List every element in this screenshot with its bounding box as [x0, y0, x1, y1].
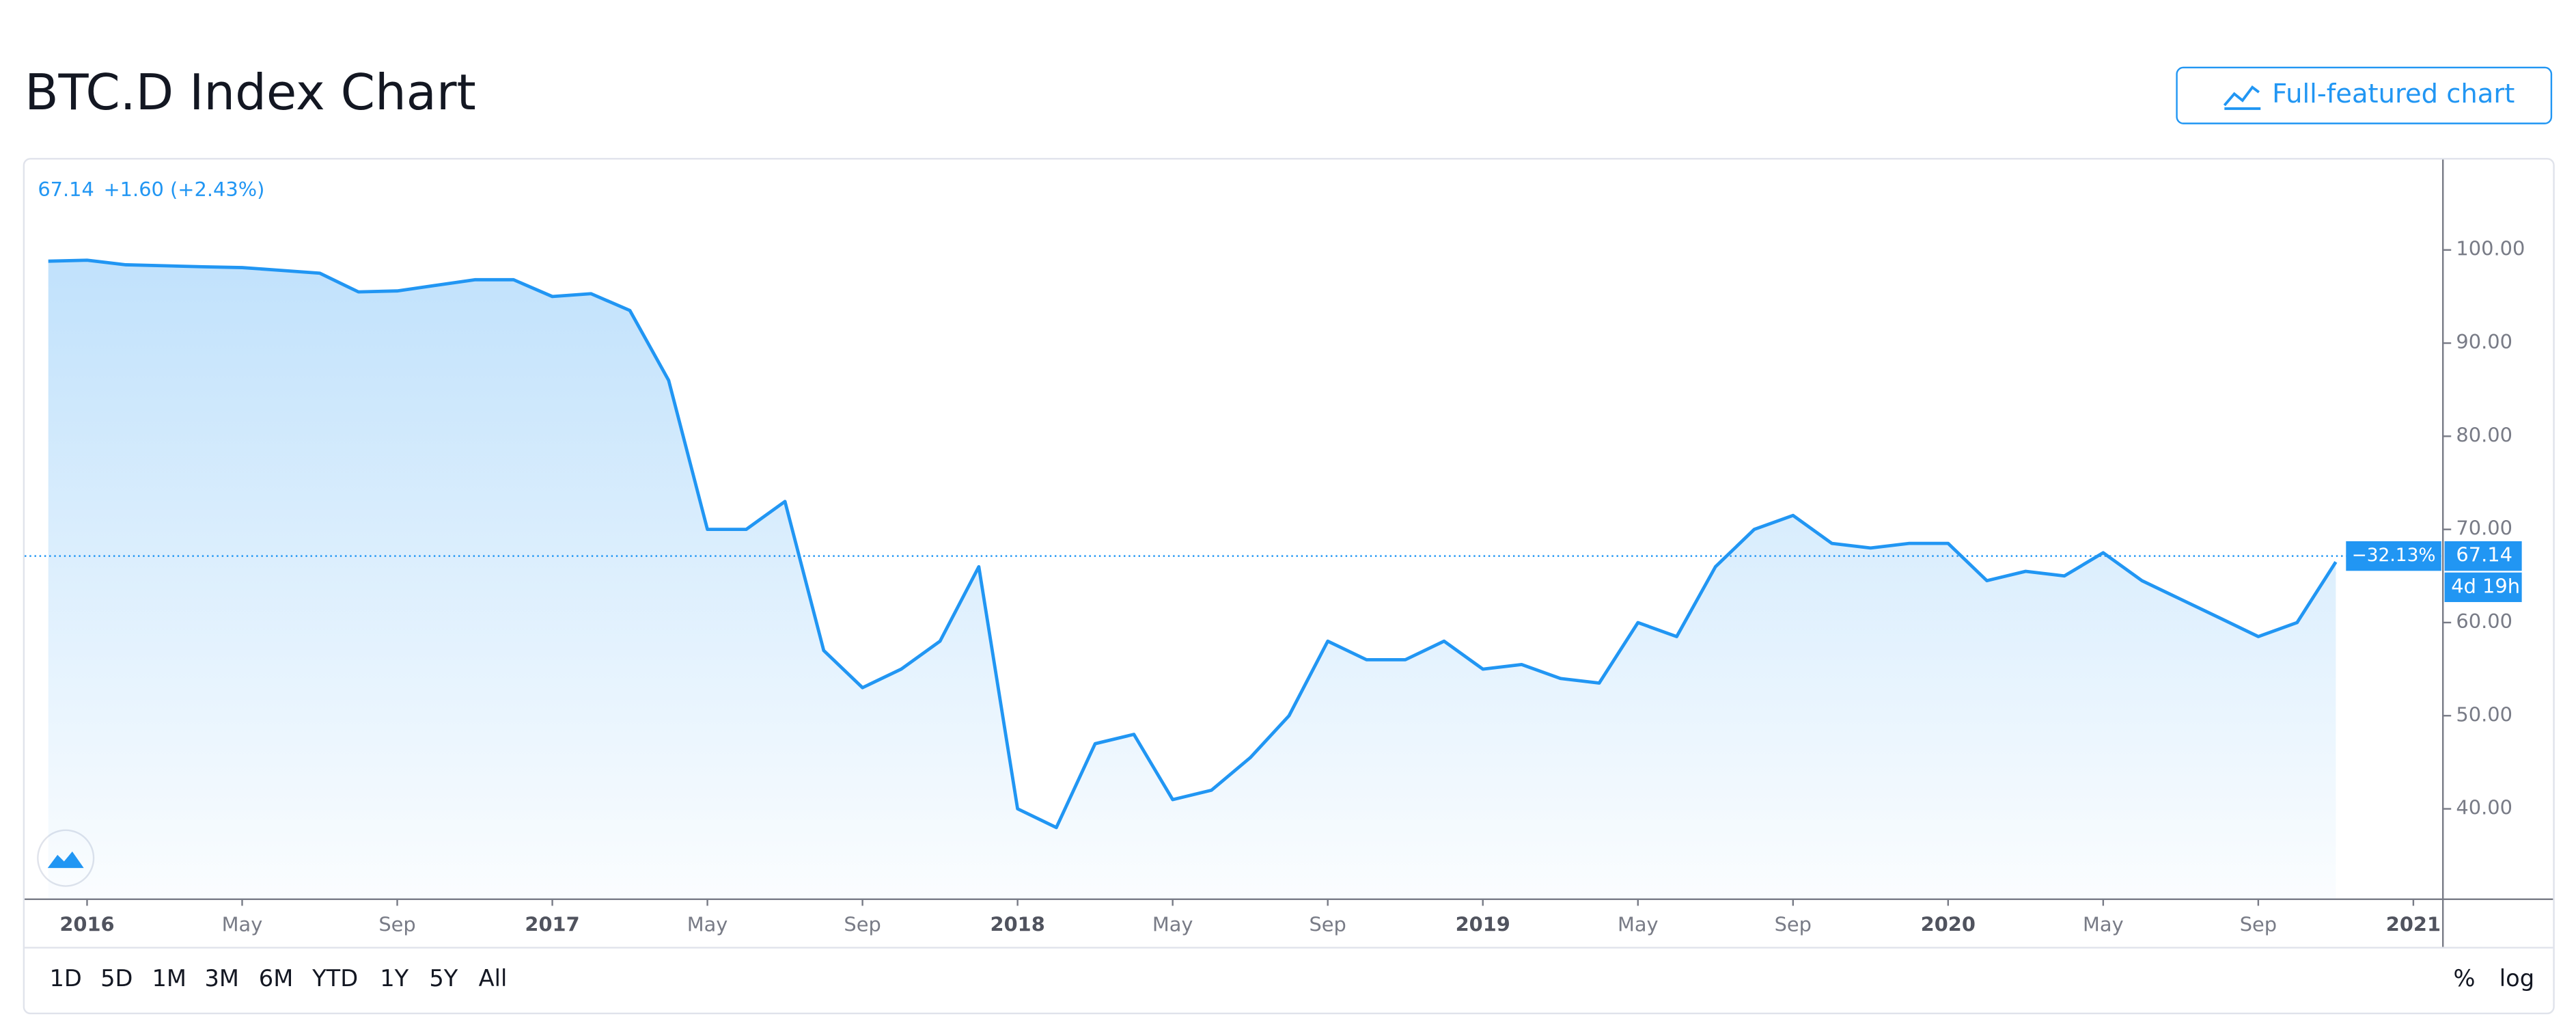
chart-icon	[2223, 85, 2261, 110]
y-tick-label: 50.00	[2456, 703, 2512, 726]
header-value: 67.14	[38, 178, 94, 201]
y-tick-label: 40.00	[2456, 796, 2512, 819]
countdown-badge	[2444, 572, 2522, 602]
full-chart-button[interactable]	[2176, 66, 2553, 124]
chart-frame	[23, 158, 2555, 1015]
x-tick-label: 2020	[1921, 912, 1976, 936]
area-fill	[48, 260, 2336, 899]
price-badge	[2444, 541, 2522, 571]
x-tick-label: May	[1618, 912, 1659, 936]
scale-button[interactable]: log	[2499, 965, 2534, 992]
line	[48, 258, 2338, 830]
x-tick-label: 2021	[2386, 912, 2441, 936]
scale-button[interactable]: %	[2453, 965, 2475, 992]
countdown: 4d 19h	[2451, 574, 2520, 597]
range-button[interactable]: YTD	[311, 965, 358, 992]
x-tick-label: Sep	[2240, 912, 2277, 936]
y-tick-label: 60.00	[2456, 610, 2512, 633]
x-tick-label: May	[222, 912, 263, 936]
header-change: +1.60 (+2.43%)	[104, 178, 265, 201]
x-tick-label: Sep	[844, 912, 881, 936]
range-button[interactable]: 1M	[152, 965, 186, 992]
range-button[interactable]: 5D	[100, 965, 133, 992]
range-button[interactable]: 5Y	[429, 965, 458, 992]
range-button[interactable]: 6M	[259, 965, 293, 992]
range-button[interactable]: All	[479, 965, 508, 992]
range-button[interactable]: 3M	[204, 965, 238, 992]
y-tick-label: 70.00	[2456, 517, 2512, 540]
price-label: 67.14	[2456, 543, 2512, 567]
x-tick-label: May	[2083, 912, 2124, 936]
x-tick-label: Sep	[1310, 912, 1346, 936]
y-tick-label: 80.00	[2456, 423, 2512, 446]
x-tick-label: 2018	[991, 912, 1045, 936]
x-tick-label: 2016	[59, 912, 114, 936]
range-button[interactable]: 1Y	[380, 965, 408, 992]
range-button[interactable]: 1D	[50, 965, 82, 992]
y-tick-label: 90.00	[2456, 330, 2512, 353]
x-tick-label: Sep	[1775, 912, 1812, 936]
x-tick-label: 2017	[525, 912, 579, 936]
chart-title: BTC.D Index Chart	[25, 64, 476, 122]
percent-change: −32.13%	[2352, 545, 2436, 566]
x-tick-label: May	[687, 912, 728, 936]
button-label[interactable]: Full-featured chart	[2272, 79, 2515, 109]
y-tick-label: 100.00	[2456, 237, 2525, 260]
percent-badge	[2346, 541, 2441, 571]
x-tick-label: Sep	[378, 912, 415, 936]
x-tick-label: 2019	[1456, 912, 1510, 936]
x-tick-label: May	[1152, 912, 1193, 936]
